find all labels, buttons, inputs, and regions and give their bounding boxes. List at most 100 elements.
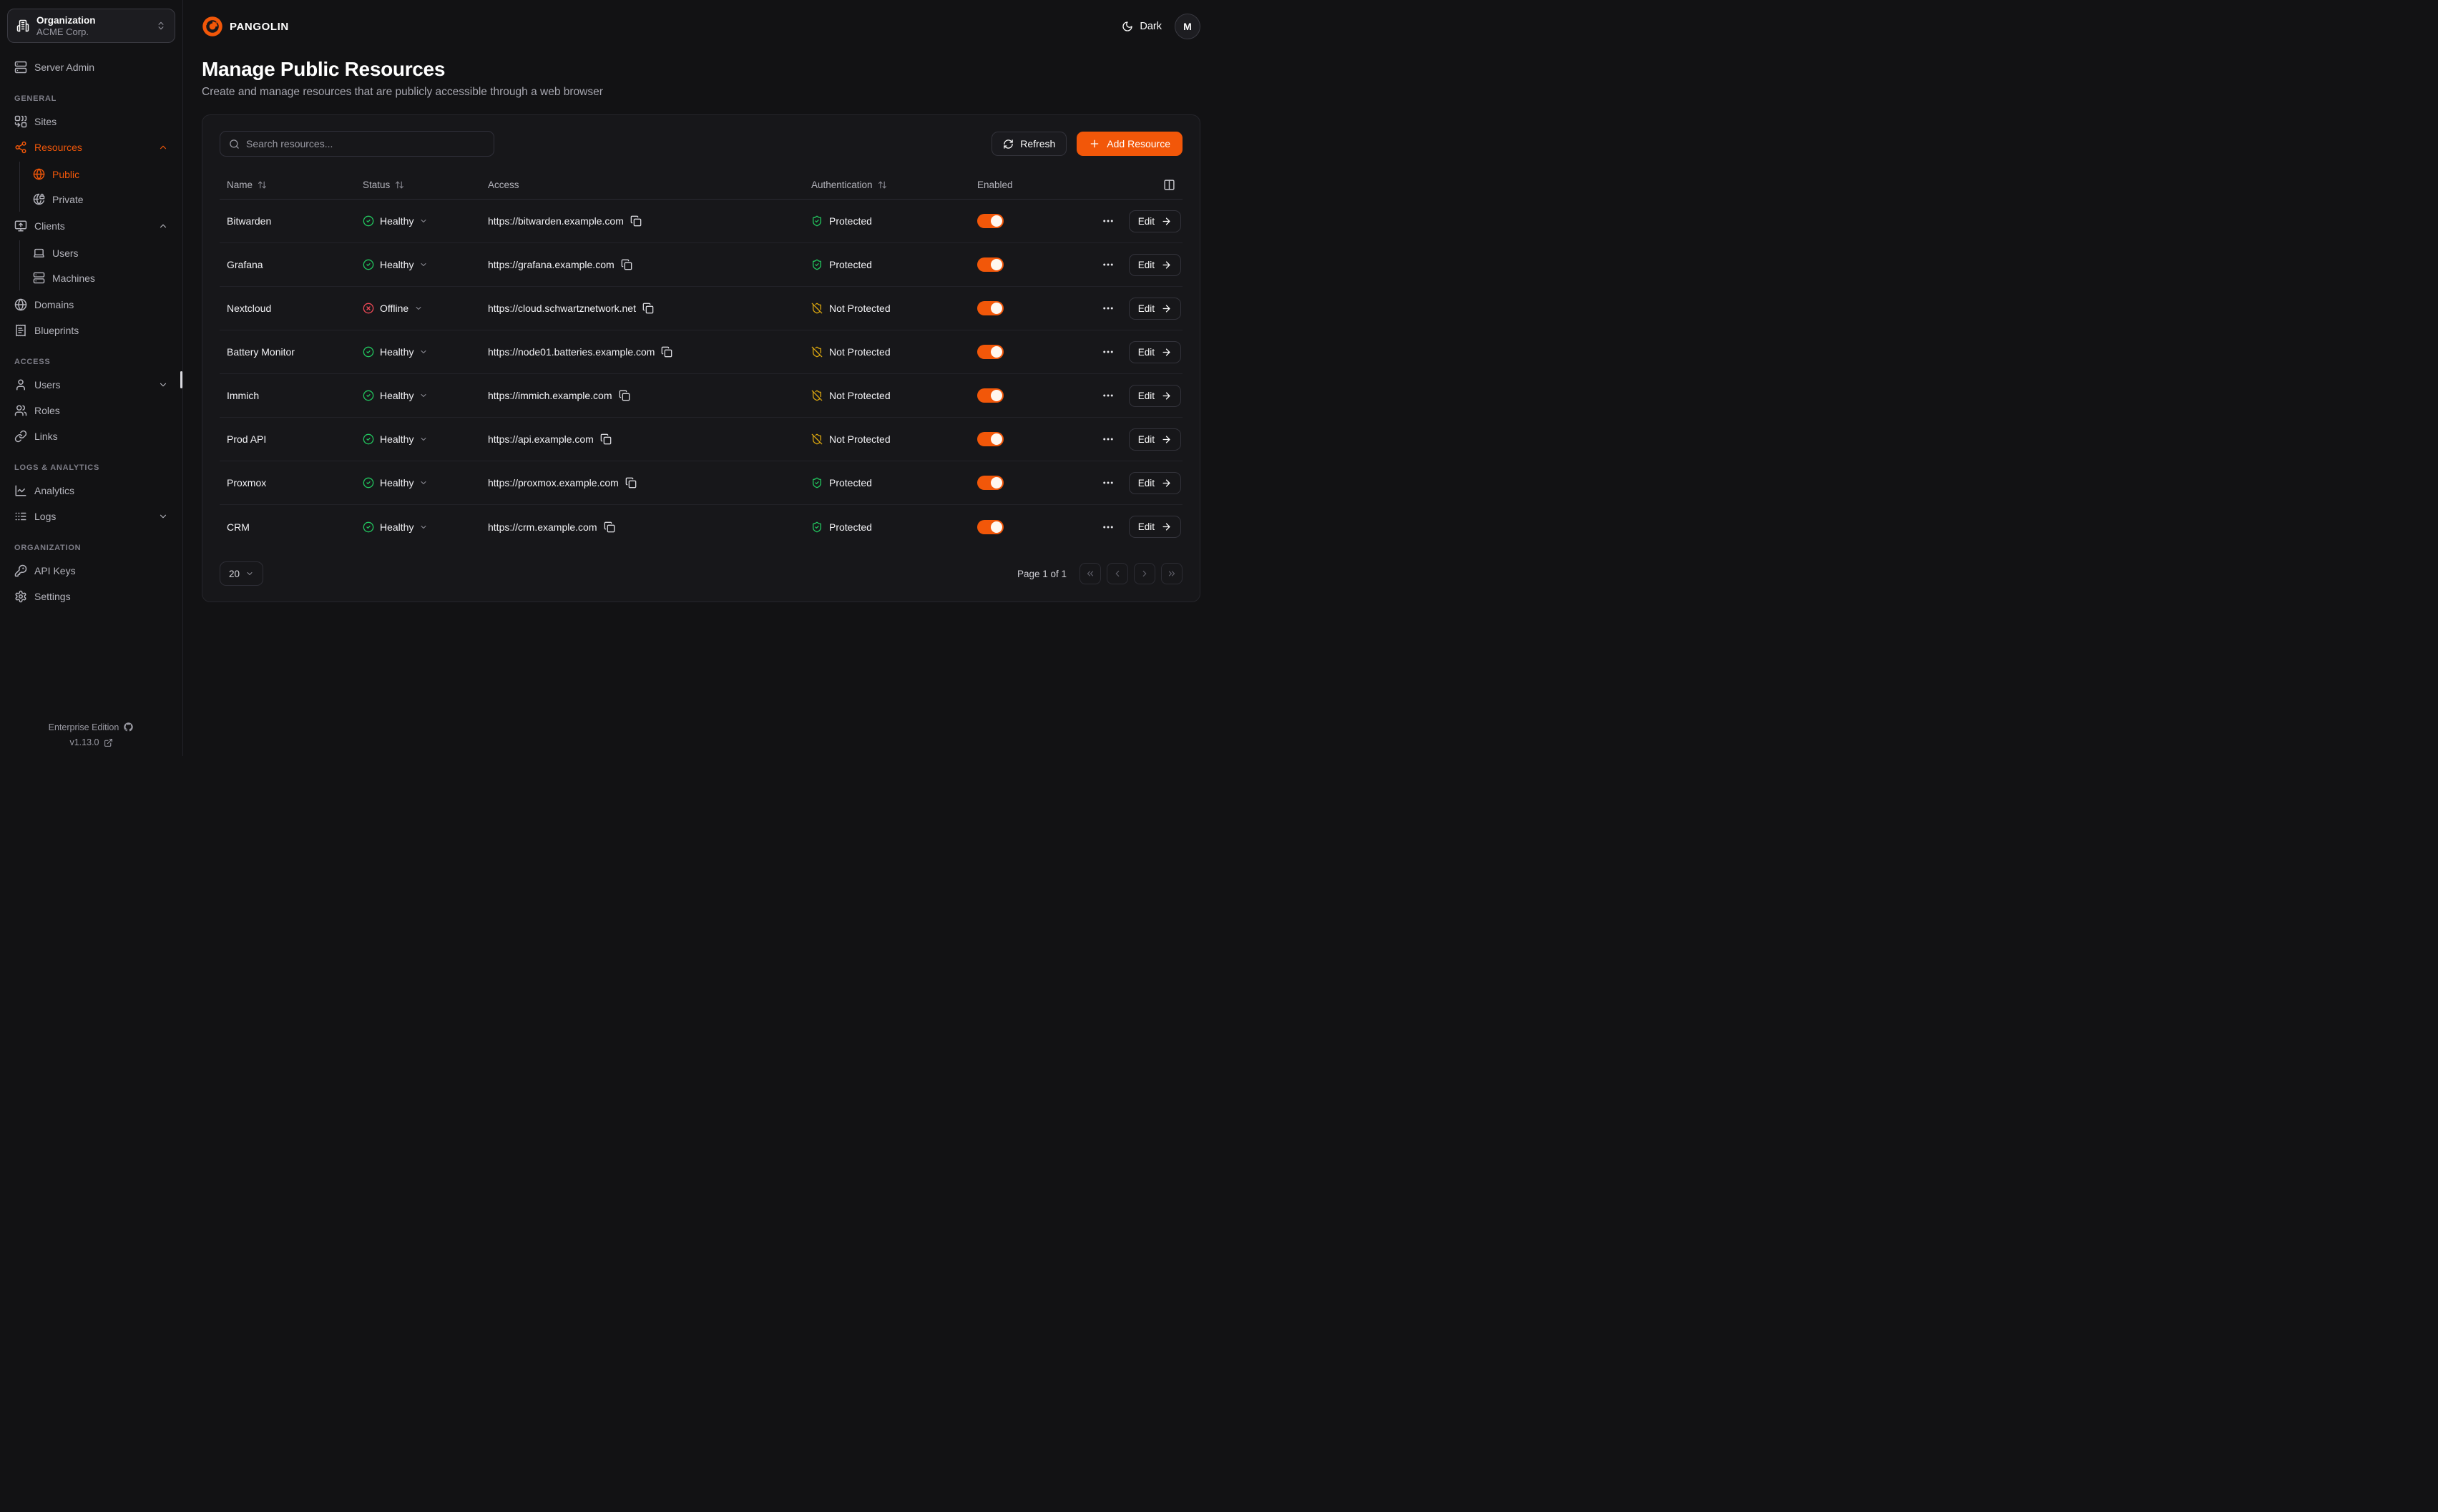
chevron-down-icon xyxy=(245,569,254,578)
status-select[interactable]: Healthy xyxy=(363,346,428,358)
version-label[interactable]: v1.13.0 xyxy=(69,737,99,747)
sidebar-nav: Server Admin GENERAL Sites Resources Public P… xyxy=(7,43,175,609)
page-size-select[interactable]: 20 xyxy=(220,561,264,586)
shield-check-icon xyxy=(811,259,823,270)
chevron-down-icon xyxy=(158,511,168,521)
page-header: Manage Public Resources Create and manag… xyxy=(183,53,1219,99)
copy-url-button[interactable] xyxy=(625,477,637,489)
sidebar-scrollbar-thumb[interactable] xyxy=(180,371,182,388)
sidebar-item-private[interactable]: Private xyxy=(26,187,175,212)
user-avatar[interactable]: M xyxy=(1175,14,1200,39)
copy-url-button[interactable] xyxy=(642,303,654,314)
enabled-toggle[interactable] xyxy=(977,301,1004,315)
shield-check-icon xyxy=(811,477,823,489)
status-select[interactable]: Healthy xyxy=(363,433,428,445)
row-menu-button[interactable] xyxy=(1102,258,1115,271)
building-icon xyxy=(16,19,29,32)
enabled-toggle[interactable] xyxy=(977,214,1004,228)
org-switcher[interactable]: Organization ACME Corp. xyxy=(7,9,175,43)
theme-toggle-button[interactable]: Dark xyxy=(1122,21,1162,32)
chevron-up-icon xyxy=(158,142,168,152)
add-resource-button[interactable]: Add Resource xyxy=(1077,132,1183,156)
resource-url[interactable]: https://proxmox.example.com xyxy=(488,477,619,489)
copy-url-button[interactable] xyxy=(619,390,630,401)
first-page-button[interactable] xyxy=(1080,563,1101,584)
next-page-button[interactable] xyxy=(1134,563,1155,584)
last-page-button[interactable] xyxy=(1161,563,1183,584)
resource-url[interactable]: https://node01.batteries.example.com xyxy=(488,346,655,358)
copy-url-button[interactable] xyxy=(621,259,632,270)
search-input[interactable] xyxy=(246,138,485,149)
row-menu-button[interactable] xyxy=(1102,302,1115,315)
status-select[interactable]: Healthy xyxy=(363,259,428,270)
previous-page-button[interactable] xyxy=(1107,563,1128,584)
sidebar-item-settings[interactable]: Settings xyxy=(7,584,175,609)
chart-icon xyxy=(14,484,27,497)
sidebar-item-logs[interactable]: Logs xyxy=(7,504,175,529)
edit-button[interactable]: Edit xyxy=(1128,210,1181,232)
copy-url-button[interactable] xyxy=(604,521,615,533)
edition-label: Enterprise Edition xyxy=(48,722,119,732)
row-menu-button[interactable] xyxy=(1102,521,1115,534)
row-menu-button[interactable] xyxy=(1102,433,1115,446)
column-header-authentication[interactable]: Authentication xyxy=(804,180,970,190)
external-link-icon[interactable] xyxy=(104,738,113,747)
row-menu-button[interactable] xyxy=(1102,476,1115,489)
row-menu-button[interactable] xyxy=(1102,345,1115,358)
sidebar-item-analytics[interactable]: Analytics xyxy=(7,478,175,504)
resource-url[interactable]: https://grafana.example.com xyxy=(488,259,615,270)
resource-url[interactable]: https://immich.example.com xyxy=(488,390,612,401)
enabled-toggle[interactable] xyxy=(977,388,1004,403)
resource-url[interactable]: https://cloud.schwartznetwork.net xyxy=(488,303,636,314)
sidebar-item-roles[interactable]: Roles xyxy=(7,398,175,423)
edit-button[interactable]: Edit xyxy=(1128,340,1181,363)
resource-url[interactable]: https://crm.example.com xyxy=(488,521,597,533)
enabled-toggle[interactable] xyxy=(977,476,1004,490)
sidebar-item-public[interactable]: Public xyxy=(26,162,175,187)
column-header-status[interactable]: Status xyxy=(356,180,481,190)
enabled-toggle[interactable] xyxy=(977,519,1004,534)
sidebar-item-users[interactable]: Users xyxy=(26,240,175,265)
copy-url-button[interactable] xyxy=(600,433,612,445)
edit-button[interactable]: Edit xyxy=(1128,516,1181,538)
sidebar-item-machines[interactable]: Machines xyxy=(26,265,175,290)
edit-button[interactable]: Edit xyxy=(1128,428,1181,451)
sidebar-item-api-keys[interactable]: API Keys xyxy=(7,558,175,584)
copy-url-button[interactable] xyxy=(630,215,642,227)
sidebar-item-sites[interactable]: Sites xyxy=(7,109,175,134)
copy-url-button[interactable] xyxy=(661,346,672,358)
enabled-toggle[interactable] xyxy=(977,432,1004,446)
row-menu-button[interactable] xyxy=(1102,389,1115,402)
status-select[interactable]: Healthy xyxy=(363,477,428,489)
table-row: Bitwarden Healthy https://bitwarden.exampl… xyxy=(220,200,1183,243)
column-visibility-button[interactable] xyxy=(1163,179,1175,191)
status-select[interactable]: Healthy xyxy=(363,521,428,533)
github-icon[interactable] xyxy=(123,722,134,732)
edit-button[interactable]: Edit xyxy=(1128,253,1181,276)
sidebar-item-users[interactable]: Users xyxy=(7,372,175,398)
status-select[interactable]: Healthy xyxy=(363,215,428,227)
status-select[interactable]: Healthy xyxy=(363,390,428,401)
row-menu-button[interactable] xyxy=(1102,215,1115,227)
sidebar-item-clients[interactable]: Clients xyxy=(7,213,175,239)
edit-button[interactable]: Edit xyxy=(1128,471,1181,494)
sidebar-item-server-admin[interactable]: Server Admin xyxy=(7,54,175,80)
enabled-toggle[interactable] xyxy=(977,257,1004,272)
resources-table: Name Status Access Authentication Enabled Bi… xyxy=(220,171,1183,549)
status-select[interactable]: Offline xyxy=(363,303,423,314)
column-header-name[interactable]: Name xyxy=(220,180,356,190)
refresh-button[interactable]: Refresh xyxy=(992,132,1067,156)
sidebar-item-resources[interactable]: Resources xyxy=(7,134,175,160)
gear-icon xyxy=(14,590,27,603)
auth-status: Not Protected xyxy=(804,433,970,445)
sidebar-item-links[interactable]: Links xyxy=(7,423,175,449)
edit-button[interactable]: Edit xyxy=(1128,384,1181,407)
edit-button[interactable]: Edit xyxy=(1128,297,1181,320)
table-toolbar: Refresh Add Resource xyxy=(220,131,1183,157)
resource-url[interactable]: https://bitwarden.example.com xyxy=(488,215,624,227)
enabled-toggle[interactable] xyxy=(977,345,1004,359)
brand[interactable]: PANGOLIN xyxy=(202,16,289,37)
sidebar-item-domains[interactable]: Domains xyxy=(7,292,175,318)
sidebar-item-blueprints[interactable]: Blueprints xyxy=(7,318,175,343)
resource-url[interactable]: https://api.example.com xyxy=(488,433,594,445)
